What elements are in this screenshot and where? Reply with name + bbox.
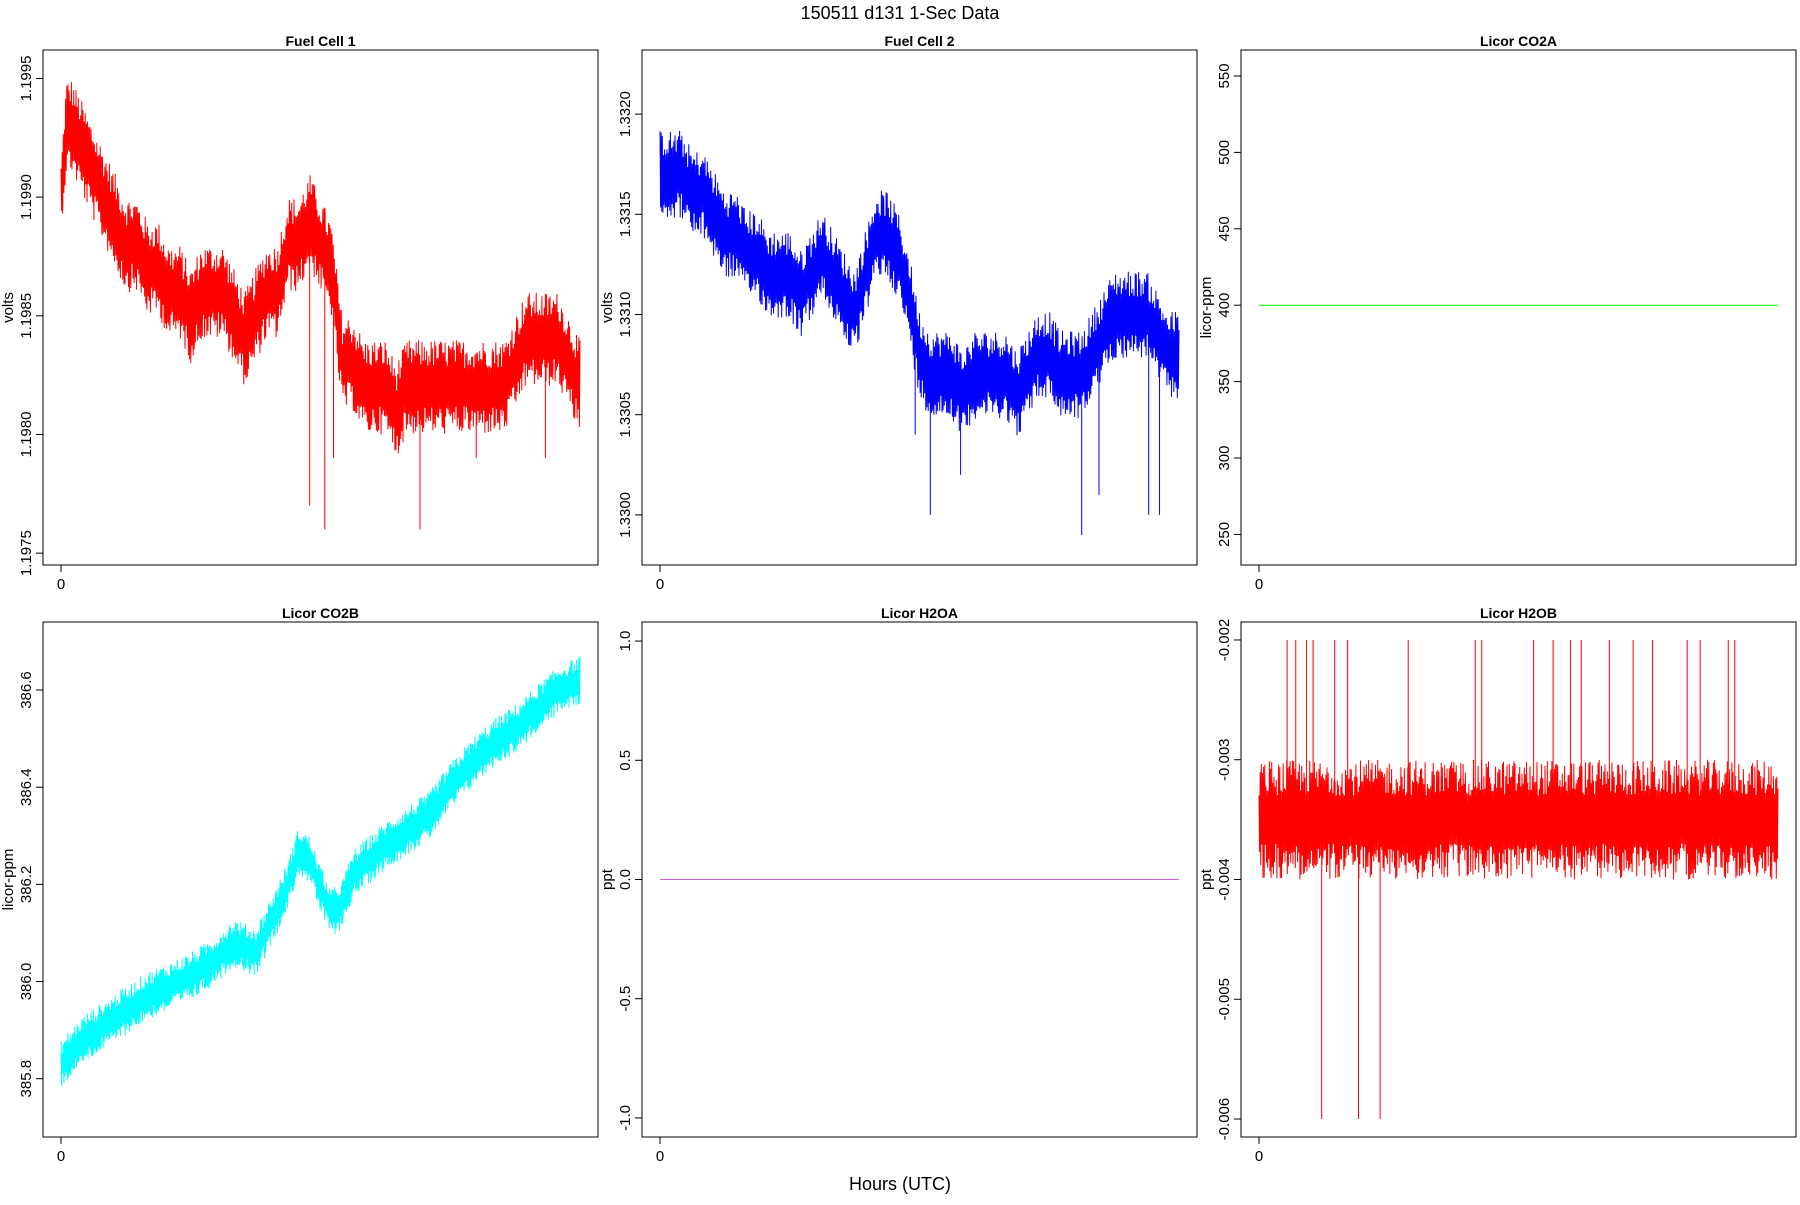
figure-title: 150511 d131 1-Sec Data [801, 3, 1001, 23]
y-tick-label: 550 [1216, 63, 1233, 88]
plot-frame [42, 49, 599, 566]
plot-frame [1240, 621, 1797, 1138]
y-tick-label: -0.003 [1216, 738, 1233, 781]
panel-licor-co2b: Licor CO2B 385.8 386.0 386.2 386.4 386.6 0 lico… [0, 605, 599, 1165]
x-tick-label: 0 [656, 1148, 664, 1165]
y-tick-label: 1.1975 [18, 530, 35, 576]
y-axis-label: ppt [1198, 868, 1215, 890]
series-line [659, 130, 1180, 436]
y-tick-label: 385.8 [18, 1060, 35, 1098]
y-tick-label: 1.3320 [617, 91, 634, 137]
y-tick-label: -0.005 [1216, 978, 1233, 1021]
panel-licor-h2ob: Licor H2OB -0.006 -0.005 -0.004 -0.003 -0.002… [1198, 605, 1797, 1165]
panel-title: Fuel Cell 1 [285, 33, 355, 49]
panel-title: Licor CO2A [1480, 33, 1557, 49]
y-axis-label: volts [0, 292, 17, 323]
y-tick-label: -0.5 [617, 986, 634, 1012]
y-tick-label: -0.006 [1216, 1098, 1233, 1141]
panels-group: Fuel Cell 1 1.1975 1.1980 1.1985 1.1990 1.199… [0, 33, 1797, 1165]
figure-x-axis-label: Hours (UTC) [849, 1174, 951, 1194]
y-tick-label: 250 [1216, 522, 1233, 547]
panel-fuel-cell-1: Fuel Cell 1 1.1975 1.1980 1.1985 1.1990 1.199… [0, 33, 599, 593]
y-tick-label: 386.0 [18, 963, 35, 1001]
y-tick-label: 1.1990 [18, 174, 35, 220]
plot-frame [42, 621, 599, 1138]
panel-title: Licor H2OA [881, 605, 958, 621]
y-axis-label: licor-ppm [1198, 277, 1215, 339]
y-tick-label: 450 [1216, 216, 1233, 241]
x-tick-label: 0 [1255, 576, 1263, 593]
y-tick-label: 1.1980 [18, 412, 35, 458]
y-axis-label: licor-ppm [0, 849, 17, 911]
x-tick-label: 0 [656, 576, 664, 593]
y-tick-label: 1.1995 [18, 56, 35, 102]
y-tick-label: 386.2 [18, 866, 35, 904]
y-tick-label: -1.0 [617, 1105, 634, 1131]
y-tick-label: 1.3315 [617, 191, 634, 237]
x-tick-label: 0 [1255, 1148, 1263, 1165]
panel-title: Fuel Cell 2 [884, 33, 954, 49]
y-tick-label: -0.002 [1216, 619, 1233, 662]
series-line [1258, 759, 1779, 880]
y-tick-label: -0.004 [1216, 858, 1233, 901]
y-tick-label: 1.3305 [617, 392, 634, 438]
plot-frame [641, 49, 1198, 566]
y-tick-label: 386.4 [18, 768, 35, 806]
y-tick-label: 350 [1216, 369, 1233, 394]
y-tick-label: 300 [1216, 446, 1233, 471]
panel-title: Licor CO2B [282, 605, 359, 621]
panel-licor-co2a: Licor CO2A 250 300 350 400 450 500 550 0 licor-pp… [1198, 33, 1797, 593]
y-tick-label: 1.0 [617, 631, 634, 652]
y-axis-label: ppt [599, 868, 616, 890]
x-tick-label: 0 [57, 576, 65, 593]
y-tick-label: 500 [1216, 140, 1233, 165]
y-tick-label: 1.3300 [617, 492, 634, 538]
y-tick-label: 386.6 [18, 671, 35, 709]
panel-licor-h2oa: Licor H2OA -1.0 -0.5 0.0 0.5 1.0 0 ppt [599, 605, 1198, 1165]
y-tick-label: 0.0 [617, 869, 634, 890]
y-tick-label: 400 [1216, 293, 1233, 318]
panel-fuel-cell-2: Fuel Cell 2 1.3300 1.3305 1.3310 1.3315 1.332… [599, 33, 1198, 593]
series-line [60, 82, 581, 454]
y-tick-label: 1.3310 [617, 292, 634, 338]
x-tick-label: 0 [57, 1148, 65, 1165]
panel-title: Licor H2OB [1480, 605, 1557, 621]
y-tick-label: 0.5 [617, 750, 634, 771]
y-axis-label: volts [599, 292, 616, 323]
plot-frame [1240, 49, 1797, 566]
y-tick-label: 1.1985 [18, 293, 35, 339]
series-line [60, 656, 581, 1086]
